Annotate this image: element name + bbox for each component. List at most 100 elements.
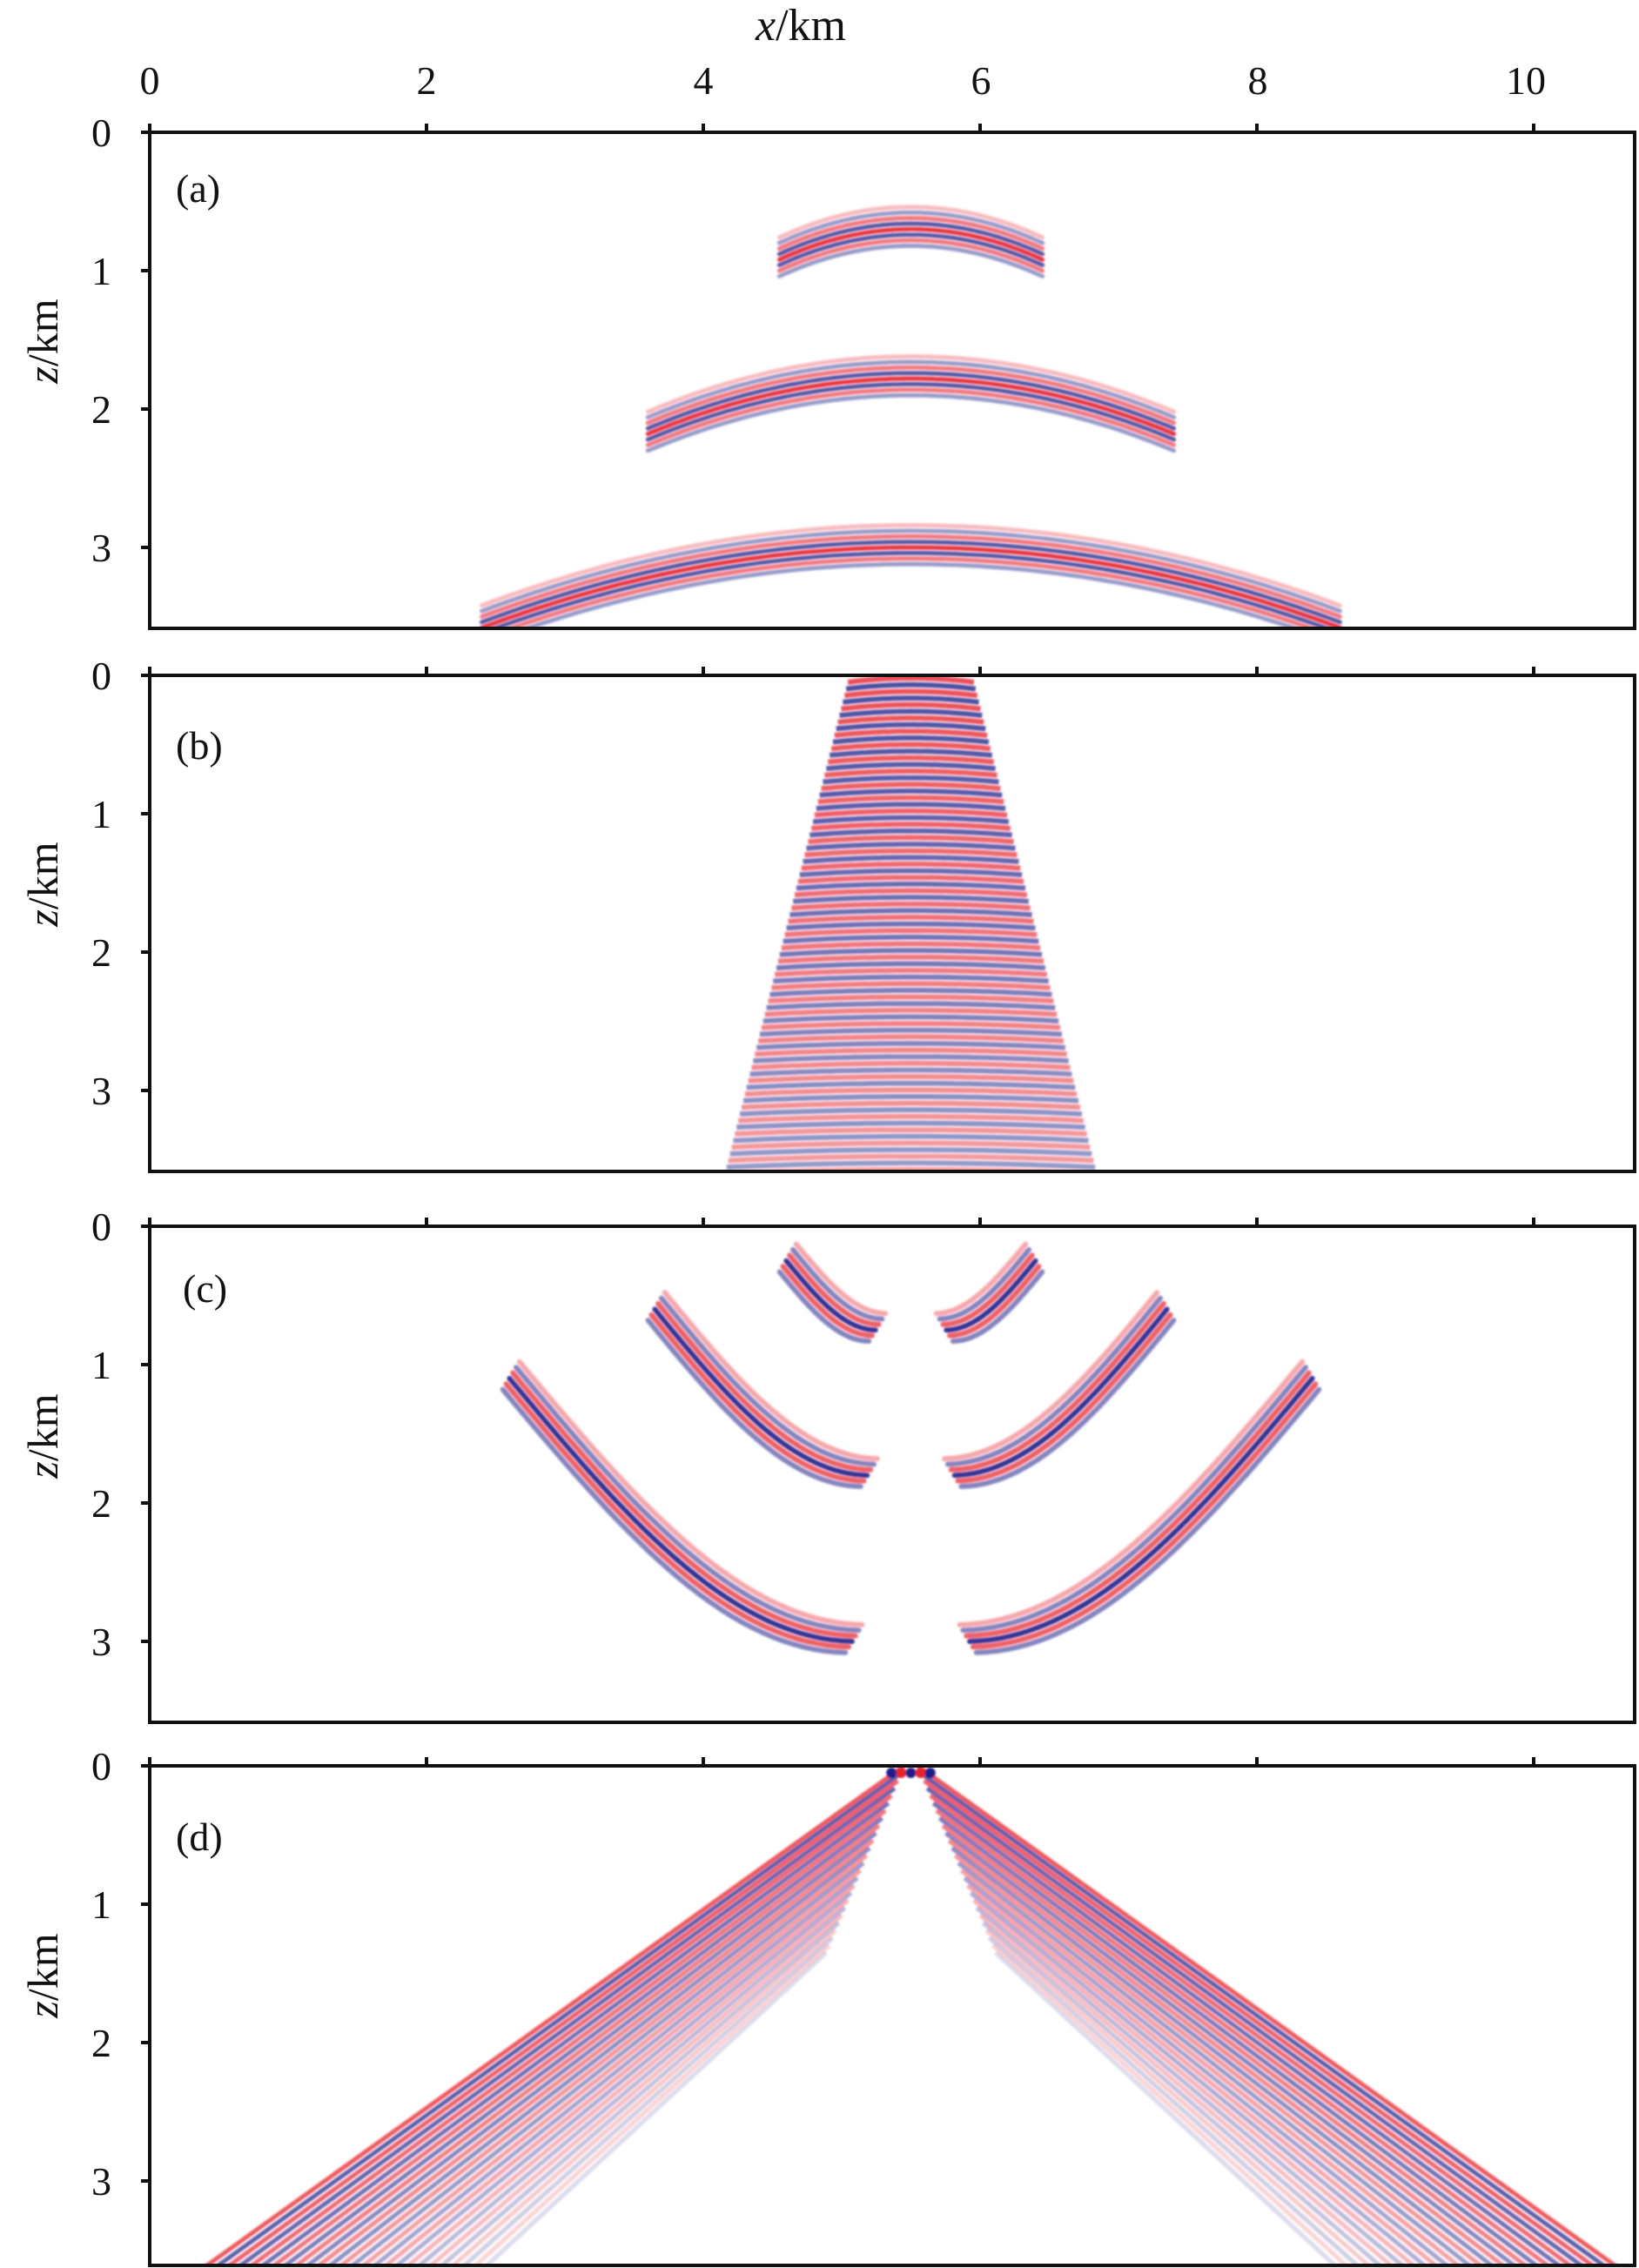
wavefront-band <box>756 1040 1065 1050</box>
wavefront-band <box>757 1034 1065 1044</box>
source-blob <box>896 1767 907 1778</box>
wavefront-ray <box>372 1875 859 2265</box>
wavefront-ray <box>947 1838 1507 2265</box>
wavefront-band <box>762 1014 1059 1024</box>
panel-a-frame <box>148 131 1636 630</box>
wavefront-arc <box>645 365 1177 426</box>
wavefront-ray <box>271 1808 887 2265</box>
wavefront-band <box>769 987 1052 997</box>
wavefront-band <box>779 948 1043 957</box>
wavefront-band <box>791 901 1031 911</box>
wavefront-band <box>814 808 1008 818</box>
y-axis-title-var: z <box>18 1461 67 1479</box>
wavefront-band <box>808 835 1014 845</box>
wavefront-ray <box>282 1816 883 2265</box>
x-axis-title: x/km <box>755 1 846 50</box>
wavefront-branch <box>945 1295 1163 1467</box>
wavefront-ray <box>439 1921 841 2265</box>
wavefront-band <box>843 688 978 699</box>
wavefront-band <box>749 1067 1072 1077</box>
x-tick-label: 4 <box>694 58 714 103</box>
y-tick-label: 3 <box>91 1069 111 1113</box>
wavefront-ray <box>293 1823 881 2265</box>
wavefront-ray <box>427 1913 843 2265</box>
wavefront-ray <box>916 1766 1618 2265</box>
wavefront-ray <box>966 1883 1439 2265</box>
wavefront-ray <box>923 1779 1596 2265</box>
wavefront-ray <box>450 1929 837 2265</box>
wavefront-band <box>799 868 1023 878</box>
y-tick-label: 2 <box>91 387 111 432</box>
wavefront-ray <box>941 1823 1528 2265</box>
wavefront-branch <box>951 1306 1170 1479</box>
wavefront-ray <box>994 1950 1339 2265</box>
y-tick-label: 2 <box>91 1481 111 1526</box>
wavefront-band <box>817 795 1004 805</box>
wavefront-ray <box>204 1766 906 2265</box>
wavefront-ray <box>944 1831 1518 2265</box>
wavefront-band <box>781 941 1041 951</box>
wavefront-branch <box>787 1252 882 1327</box>
wavefront-ray <box>237 1786 897 2265</box>
wavefront-ray <box>978 1913 1394 2265</box>
wavefront-ray <box>483 1950 828 2265</box>
wavefront-ray <box>461 1936 834 2265</box>
wavefront-arc <box>645 387 1177 447</box>
wavefront-band <box>738 1113 1084 1124</box>
wavefront-band <box>797 875 1024 884</box>
wavefront-arc <box>480 540 1342 625</box>
wavefront-ray <box>969 1891 1428 2265</box>
wavefront-ray <box>950 1846 1495 2265</box>
panel-b-frame <box>148 674 1636 1173</box>
y-tick-label: 1 <box>91 792 111 836</box>
wavefront-band <box>841 701 981 712</box>
wavefront-band <box>804 848 1018 858</box>
wavefront-band <box>784 928 1038 937</box>
panel-b-label: (b) <box>176 723 223 768</box>
wavefront-band <box>741 1100 1081 1111</box>
wavefront-band <box>801 861 1021 871</box>
wavefront-ray <box>959 1869 1461 2265</box>
wavefront-ray <box>963 1875 1450 2265</box>
wavefront-branch <box>783 1258 878 1333</box>
y-tick-label: 3 <box>91 526 111 570</box>
x-tick-label: 6 <box>971 58 991 103</box>
wavefront-band <box>761 1020 1061 1030</box>
wavefront-band <box>839 708 983 719</box>
wavefront-arc <box>645 381 1177 442</box>
wavefront-arc <box>776 221 1045 257</box>
panel-d-ticks <box>141 1757 1535 2183</box>
wavefront-ray <box>919 1771 1607 2265</box>
wavefront-arc <box>645 359 1177 419</box>
wavefront-branch <box>503 1381 852 1650</box>
wavefront-band <box>733 1133 1089 1144</box>
panel-d-frame <box>148 1764 1636 2267</box>
y-tick-label: 3 <box>91 2159 111 2204</box>
wavefront-band <box>751 1060 1071 1070</box>
x-tick-label: 2 <box>417 58 437 103</box>
x-axis-title-var: x <box>755 1 776 50</box>
wavefront-ray <box>975 1906 1406 2265</box>
wavefront-branch <box>652 1306 870 1479</box>
wavefront-ray <box>393 1891 853 2265</box>
wavefront-ray <box>938 1816 1540 2265</box>
panel-d-wavefield <box>204 1766 1618 2265</box>
x-tick-label: 8 <box>1248 58 1268 103</box>
wavefront-ray <box>981 1921 1383 2265</box>
y-tick-label: 2 <box>91 2021 111 2065</box>
panel-b-y-tick-labels: 0 1 2 3 <box>91 654 111 1113</box>
wavefront-ray <box>225 1779 899 2265</box>
wavefront-ray <box>984 1929 1372 2265</box>
wavefront-ray <box>991 1943 1349 2265</box>
wavefront-band <box>729 1147 1092 1157</box>
wavefront-ray <box>349 1861 865 2265</box>
wavefront-branch <box>973 1386 1322 1655</box>
wavefront-branch <box>947 1264 1042 1339</box>
panel-a-label: (a) <box>176 166 220 211</box>
panel-c-ticks <box>141 1218 1535 1643</box>
wavefront-branch <box>950 1269 1045 1344</box>
wavefront-branch <box>793 1241 889 1317</box>
source-blob <box>924 1767 936 1778</box>
panel-a-ticks <box>141 124 1535 549</box>
wavefront-arc <box>776 216 1045 252</box>
